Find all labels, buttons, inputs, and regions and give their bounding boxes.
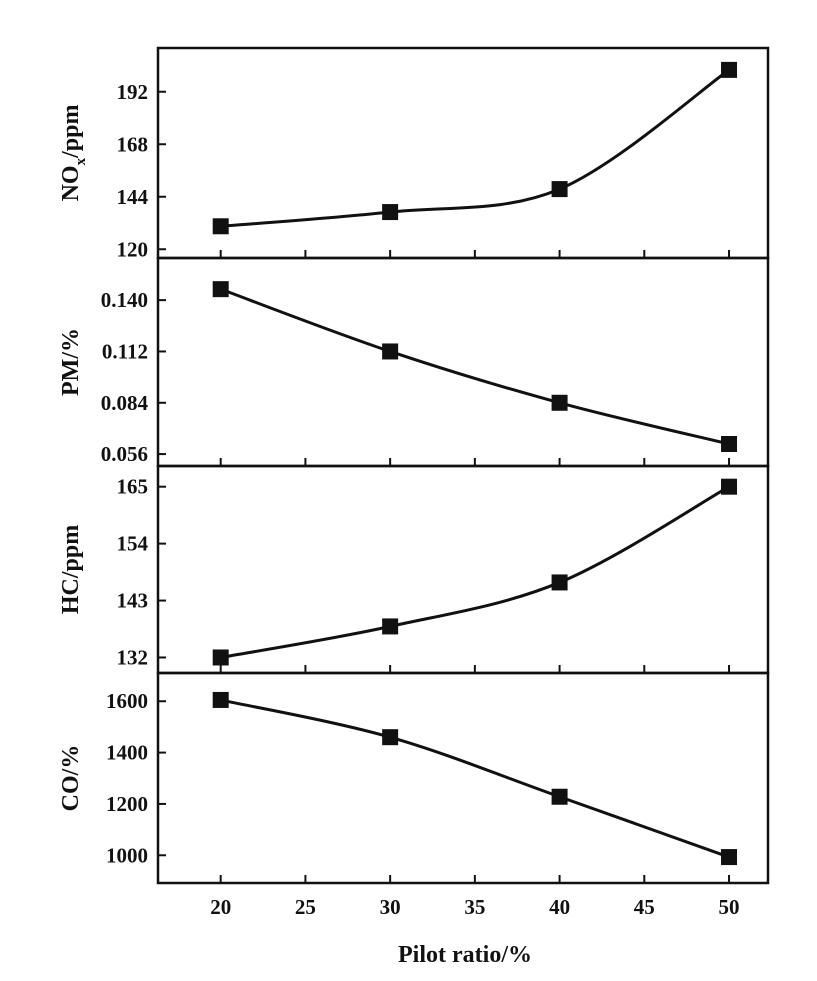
x-tick-label: 35 (464, 895, 485, 919)
y-tick-label: 0.140 (101, 288, 148, 312)
x-tick-label: 45 (634, 895, 655, 919)
y-tick-label: 192 (117, 80, 149, 104)
data-point (382, 343, 399, 360)
panel-1: 120 144 168 192 NOx/ppm (58, 46, 770, 261)
y-tick-label: 144 (117, 185, 149, 209)
series-line (220, 287, 730, 446)
y-tick-label: 168 (117, 132, 149, 156)
y-tick-label: 1000 (106, 843, 148, 867)
y-tick-label: 154 (117, 532, 149, 556)
y-tick-label: 1200 (106, 792, 148, 816)
series-line (220, 68, 730, 228)
shared-x-axis: 20 25 30 35 40 45 50 (210, 895, 739, 919)
data-point (212, 691, 229, 708)
x-tick-label: 25 (295, 895, 316, 919)
data-point (212, 649, 229, 666)
x-tick-label: 40 (549, 895, 570, 919)
data-point (551, 394, 568, 411)
data-point (212, 218, 229, 235)
y-tick-label: 1400 (106, 741, 148, 765)
y-axis-label: NOx/ppm (58, 105, 89, 202)
panel-3: 132 143 154 165 HC/ppm (58, 464, 770, 675)
y-tick-label: 143 (117, 589, 149, 613)
y-axis-label: PM/% (58, 328, 84, 396)
data-point (551, 788, 568, 805)
x-tick-label: 30 (380, 895, 401, 919)
panel-2: 0.056 0.084 0.112 0.140 PM/% (58, 256, 770, 468)
panel-frame (156, 464, 770, 675)
data-point (551, 181, 568, 198)
y-tick-label: 0.056 (101, 442, 148, 466)
x-tick-label: 20 (210, 895, 231, 919)
data-point (551, 574, 568, 591)
y-tick-label: 165 (117, 475, 149, 499)
x-tick-label: 50 (719, 895, 740, 919)
series-line (220, 485, 730, 659)
y-tick-label: 1600 (106, 689, 148, 713)
y-axis-label: HC/ppm (58, 525, 84, 614)
data-point (721, 61, 738, 78)
panel-frame (156, 256, 770, 468)
panel-4: 1000 1200 1400 1600 CO/% (58, 671, 770, 885)
y-tick-label: 0.112 (102, 339, 148, 363)
y-tick-label: 0.084 (101, 391, 149, 415)
data-point (382, 729, 399, 746)
data-point (382, 618, 399, 635)
x-axis-label: Pilot ratio/% (398, 942, 532, 968)
data-point (721, 849, 738, 866)
y-tick-label: 132 (117, 645, 149, 669)
data-point (721, 436, 738, 453)
y-axis-label: CO/% (58, 745, 84, 812)
panel-frame (156, 46, 770, 260)
data-point (721, 478, 738, 495)
data-point (212, 281, 229, 298)
panel-frame (156, 671, 770, 885)
data-point (382, 204, 399, 221)
y-tick-label: 120 (117, 237, 149, 261)
series-line (220, 698, 730, 859)
chart-panels: 120 144 168 192 NOx/ppm 0.056 0.084 0.112 0.140 P… (58, 46, 770, 885)
